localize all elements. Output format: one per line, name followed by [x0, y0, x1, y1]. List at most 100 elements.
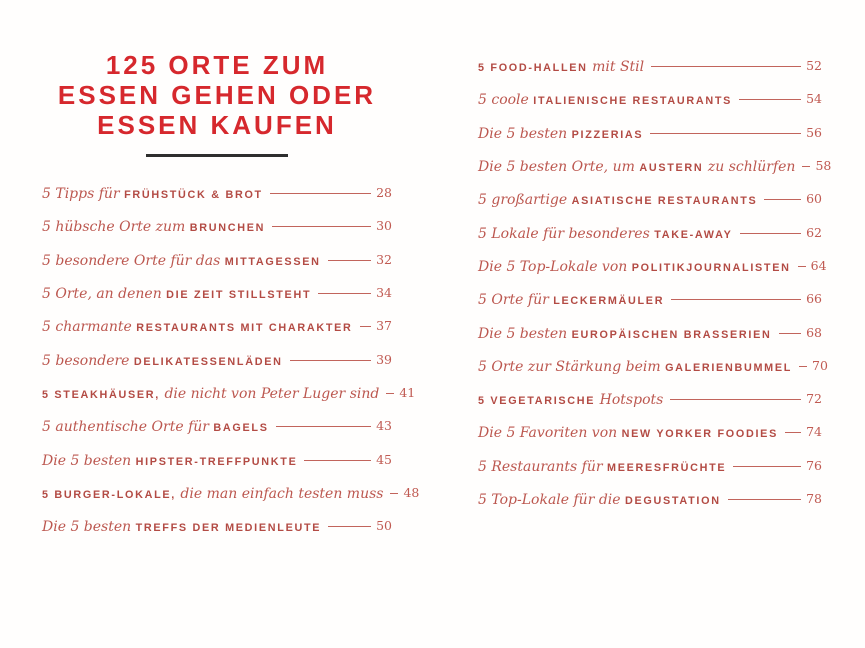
- toc-page-number: 52: [806, 58, 822, 74]
- toc-entry-text: Die 5 Favoriten von NEW YORKER FOODIES: [478, 422, 778, 441]
- toc-entry: 5 Tipps für FRÜHSTÜCK & BROT 28: [42, 176, 392, 209]
- toc-page-number: 50: [376, 518, 392, 534]
- toc-entry-segment: 5 hübsche Orte zum: [42, 219, 190, 236]
- toc-entry: Die 5 Top-Lokale von POLITIKJOURNALISTEN…: [478, 249, 827, 282]
- toc-entry-segment: ITALIENISCHE RESTAURANTS: [533, 95, 733, 108]
- toc-entry-text: Die 5 besten HIPSTER-TREFFPUNKTE: [42, 450, 297, 469]
- toc-entry-segment: BRUNCHEN: [189, 222, 266, 235]
- toc-leader-line: [733, 465, 802, 467]
- toc-page-number: 72: [806, 391, 822, 407]
- toc-entry-segment: 5 besondere Orte für das: [42, 252, 225, 269]
- toc-entry-text: 5 Top-Lokale für die DEGUSTATION: [478, 489, 721, 508]
- toc-page-number: 78: [806, 491, 822, 506]
- toc-entry: 5 BURGER-LOKALE, die man einfach testen …: [42, 476, 419, 509]
- toc-page-number: 28: [376, 185, 392, 201]
- toc-entry-segment: Die 5 besten: [42, 519, 136, 536]
- toc-entry: Die 5 besten PIZZERIAS 56: [478, 116, 822, 149]
- toc-leader-line: [386, 392, 395, 394]
- toc-entry-segment: Die 5 besten: [478, 325, 572, 342]
- toc-entry-text: 5 Restaurants für MEERESFRÜCHTE: [478, 456, 726, 475]
- toc-page-number: 64: [810, 257, 827, 273]
- toc-entry-text: Die 5 besten TREFFS DER MEDIENLEUTE: [42, 516, 321, 535]
- toc-leader-line: [739, 99, 802, 101]
- toc-entry: 5 coole ITALIENISCHE RESTAURANTS 54: [478, 82, 822, 115]
- toc-entry-segment: EUROPÄISCHEN BRASSERIEN: [571, 328, 772, 341]
- toc-entry: 5 besondere DELIKATESSENLÄDEN 39: [42, 342, 392, 375]
- toc-entry-segment: LECKERMÄULER: [553, 295, 665, 308]
- toc-entry-segment: POLITIKJOURNALISTEN: [631, 261, 791, 274]
- toc-leader-line: [799, 365, 808, 367]
- toc-entry-segment: die nicht von Peter Luger sind: [160, 385, 380, 402]
- toc-leader-line: [269, 193, 372, 195]
- toc-entry-text: 5 VEGETARISCHE Hotspots: [478, 389, 663, 408]
- toc-leader-line: [359, 326, 372, 328]
- toc-leader-line: [778, 332, 802, 334]
- toc-entry-text: 5 besondere DELIKATESSENLÄDEN: [42, 350, 283, 369]
- toc-entry-segment: 5 Top-Lokale für die: [478, 492, 626, 508]
- toc-entry-segment: TAKE-AWAY: [654, 228, 733, 241]
- toc-entry-segment: PIZZERIAS: [571, 128, 644, 141]
- toc-entry-text: Die 5 Top-Lokale von POLITIKJOURNALISTEN: [478, 256, 791, 275]
- toc-entry-text: Die 5 besten PIZZERIAS: [478, 123, 643, 142]
- title-line: ESSEN KAUFEN: [97, 110, 337, 140]
- toc-leader-line: [327, 259, 372, 261]
- toc-leader-line: [797, 265, 806, 267]
- toc-leader-line: [671, 299, 802, 301]
- toc-leader-line: [651, 66, 802, 68]
- toc-entry-text: Die 5 besten Orte, um AUSTERN zu schlürf…: [478, 156, 795, 175]
- toc-entry-segment: RESTAURANTS MIT CHARAKTER: [136, 322, 353, 335]
- page-left: 125 ORTE ZUM ESSEN GEHEN ODER ESSEN KAUF…: [42, 0, 419, 542]
- toc-page-number: 62: [806, 224, 822, 240]
- toc-list-right: 5 FOOD-HALLEN mit Stil 52 5 coole ITALIENI…: [478, 49, 831, 515]
- title-line: ESSEN GEHEN ODER: [57, 80, 377, 110]
- toc-entry-segment: MITTAGESSEN: [224, 255, 321, 268]
- toc-entry-segment: DEGUSTATION: [625, 495, 721, 507]
- toc-entry-text: 5 Orte, an denen DIE ZEIT STILLSTEHT: [42, 283, 311, 302]
- toc-entry-segment: Die 5 Top-Lokale von: [478, 258, 632, 275]
- toc-page-number: 66: [806, 291, 822, 307]
- toc-entry: 5 FOOD-HALLEN mit Stil 52: [478, 49, 822, 82]
- toc-page-number: 76: [806, 457, 822, 473]
- toc-entry: 5 authentische Orte für BAGELS 43: [42, 409, 392, 442]
- toc-entry: 5 charmante RESTAURANTS MIT CHARAKTER 37: [42, 309, 392, 342]
- toc-entry-segment: HIPSTER-TREFFPUNKTE: [135, 455, 298, 468]
- toc-leader-line: [764, 199, 802, 201]
- toc-entry: 5 Orte, an denen DIE ZEIT STILLSTEHT 34: [42, 276, 392, 309]
- toc-entry: 5 VEGETARISCHE Hotspots 72: [478, 382, 822, 415]
- toc-entry-segment: 5 besondere: [42, 352, 134, 369]
- toc-entry-segment: 5 coole: [478, 92, 534, 109]
- toc-leader-line: [390, 492, 399, 494]
- toc-page-number: 30: [376, 218, 392, 234]
- toc-entry: 5 Orte für LECKERMÄULER 66: [478, 282, 822, 315]
- toc-entry-text: Die 5 besten EUROPÄISCHEN BRASSERIEN: [478, 323, 772, 342]
- toc-entry-segment: MEERESFRÜCHTE: [607, 461, 727, 474]
- toc-entry: Die 5 besten EUROPÄISCHEN BRASSERIEN 68: [478, 315, 822, 348]
- toc-leader-line: [785, 432, 802, 434]
- toc-entry: Die 5 besten HIPSTER-TREFFPUNKTE 45: [42, 442, 392, 475]
- toc-entry-text: 5 coole ITALIENISCHE RESTAURANTS: [478, 89, 732, 108]
- title-divider-rule: [146, 154, 288, 157]
- toc-entry: Die 5 besten Orte, um AUSTERN zu schlürf…: [478, 149, 831, 182]
- toc-entry-segment: FRÜHSTÜCK & BROT: [124, 189, 263, 202]
- toc-entry-text: 5 BURGER-LOKALE, die man einfach testen …: [42, 483, 383, 502]
- toc-entry: 5 Orte zur Stärkung beim GALERIENBUMMEL 7…: [478, 349, 828, 382]
- toc-entry: 5 Top-Lokale für die DEGUSTATION 78: [478, 482, 822, 515]
- toc-entry: Die 5 Favoriten von NEW YORKER FOODIES 74: [478, 415, 822, 448]
- toc-page-number: 70: [812, 357, 828, 373]
- toc-page-number: 32: [376, 251, 392, 267]
- toc-entry-text: 5 authentische Orte für BAGELS: [42, 416, 269, 435]
- toc-entry: 5 hübsche Orte zum BRUNCHEN 30: [42, 209, 392, 242]
- toc-entry-segment: 5 Tipps für: [42, 186, 125, 203]
- toc-page-number: 48: [403, 484, 420, 500]
- toc-page-number: 41: [399, 384, 416, 400]
- toc-entry-segment: GALERIENBUMMEL: [665, 361, 793, 374]
- toc-page-number: 39: [376, 351, 392, 367]
- page-right: 5 FOOD-HALLEN mit Stil 52 5 coole ITALIENI…: [478, 0, 831, 515]
- toc-entry-text: 5 charmante RESTAURANTS MIT CHARAKTER: [42, 316, 353, 335]
- toc-entry-segment: Die 5 Favoriten von: [478, 425, 622, 442]
- toc-entry-text: 5 FOOD-HALLEN mit Stil: [478, 56, 644, 75]
- toc-entry-segment: NEW YORKER FOODIES: [621, 428, 778, 441]
- toc-page-number: 60: [806, 191, 822, 207]
- toc-page-number: 68: [806, 324, 822, 340]
